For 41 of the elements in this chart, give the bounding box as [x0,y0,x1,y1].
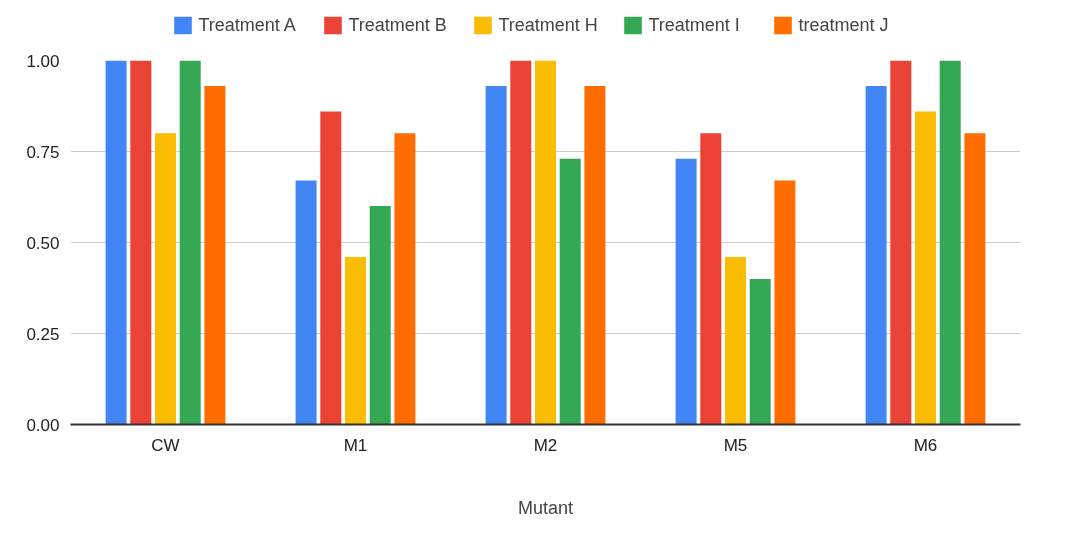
y-tick-label: 0.25 [26,324,60,344]
bar [295,180,317,425]
bar [155,133,176,425]
bar [964,133,986,425]
bar [320,111,342,425]
bar [510,60,532,425]
bar [675,158,697,425]
y-tick-label: 1.00 [26,51,60,71]
bar [584,85,606,425]
legend-label: Treatment A [198,14,297,36]
x-tick-label: M6 [913,435,938,455]
x-axis-title: Mutant [517,497,574,518]
bar [394,133,416,425]
bar [204,85,226,425]
bar [915,111,936,425]
legend-label: Treatment I [648,14,741,36]
bar [369,206,391,425]
bar [345,257,366,425]
bar [865,85,887,425]
bar [939,60,961,425]
y-tick-label: 0.00 [26,415,60,435]
x-tick-label: M2 [533,435,558,455]
bar [774,180,796,425]
x-tick-label: CW [151,435,180,455]
legend-label: Treatment H [498,14,599,36]
bar [535,60,556,425]
bar [725,257,746,425]
bar [890,60,912,425]
legend-label: Treatment B [348,14,448,36]
bar [749,278,771,425]
x-tick-label: M1 [343,435,368,455]
bar [105,60,127,425]
x-tick-label: M5 [723,435,748,455]
y-tick-label: 0.50 [26,233,60,253]
bar [130,60,152,425]
bar [179,60,201,425]
bar [485,85,507,425]
bar [559,158,581,425]
bar [700,133,722,425]
legend-label: treatment J [798,14,890,36]
y-tick-label: 0.75 [26,142,60,162]
